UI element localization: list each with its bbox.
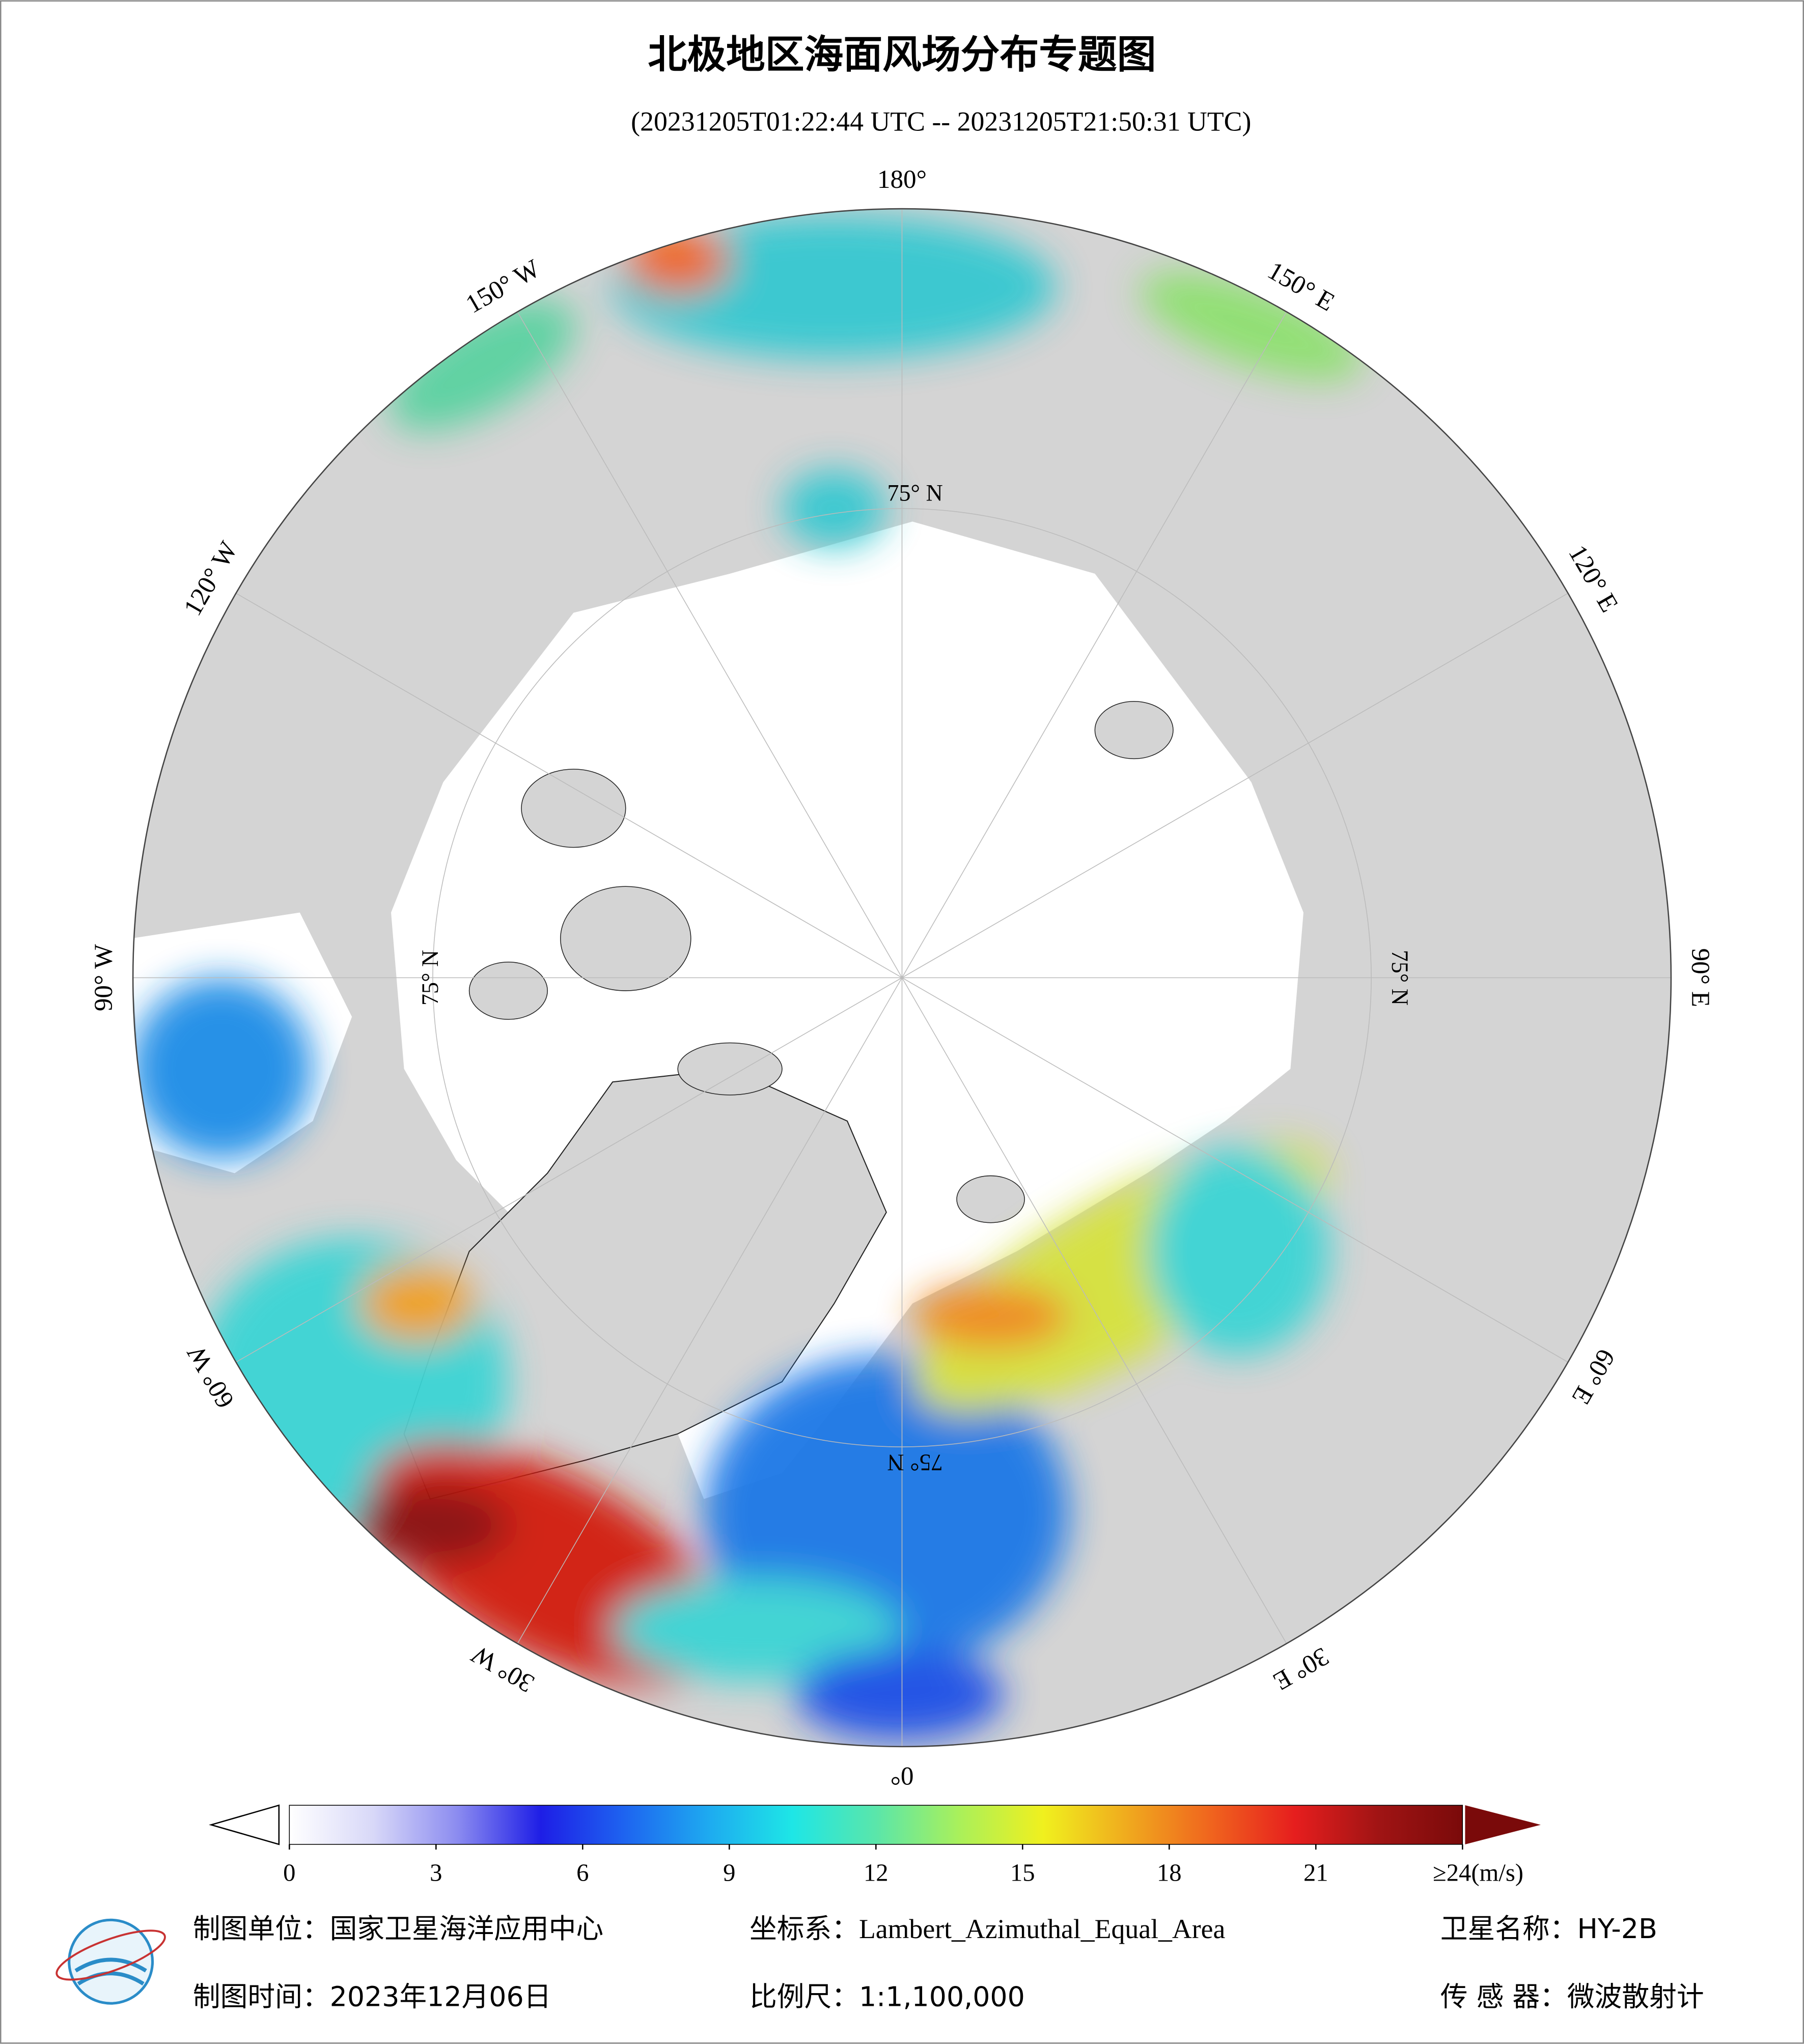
colorbar-tick-label: 15	[1010, 1859, 1035, 1887]
longitude-label: 0°	[890, 1761, 913, 1790]
graticule	[133, 209, 1671, 1747]
meridian	[901, 977, 1287, 1644]
footer-text: 传 感 器：微波散射计	[1440, 1980, 1704, 2012]
island	[521, 769, 626, 848]
colorbar-tick-label: 0	[283, 1859, 295, 1887]
colorbar-body	[289, 1805, 1463, 1845]
colorbar-tick-label: ≥24(m/s)	[1433, 1859, 1523, 1887]
latitude-label: 75° N	[1387, 950, 1413, 1005]
colorbar-tick-label: 3	[430, 1859, 442, 1887]
title: 北极地区海面风场分布专题图	[648, 33, 1156, 78]
wind-field	[133, 215, 1363, 1741]
meridian	[517, 977, 903, 1644]
footer-text: 比例尺：1:1,100,000	[750, 1980, 1025, 2012]
footer-text: 制图单位：国家卫星海洋应用中心	[193, 1913, 603, 1945]
meridian	[236, 977, 902, 1363]
greenland	[403, 1068, 887, 1500]
latitude-label: 75° N	[887, 480, 942, 506]
colorbar-under	[209, 1804, 280, 1845]
colorbar-tick-label: 21	[1303, 1859, 1328, 1887]
longitude-label: 90° W	[89, 944, 118, 1012]
footer-text: 坐标系：Lambert_Azimuthal_Equal_Area	[750, 1914, 1226, 1944]
island	[468, 961, 548, 1020]
footer-text: 制图时间：2023年12月06日	[193, 1980, 551, 2012]
latitude-label: 75° N	[417, 950, 443, 1005]
colorbar-tick-label: 12	[864, 1859, 889, 1887]
parallel	[432, 508, 1372, 1447]
footer-text: 卫星名称：HY-2B	[1440, 1913, 1657, 1945]
island	[1094, 701, 1174, 760]
svalbard	[956, 1175, 1025, 1223]
meridian	[236, 593, 902, 978]
colorbar-tick-label: 9	[723, 1859, 735, 1887]
island	[560, 886, 691, 991]
footer: 制图单位：国家卫星海洋应用中心 坐标系：Lambert_Azimuthal_Equ…	[193, 1913, 1704, 2012]
longitude-label: 90° E	[1686, 948, 1715, 1007]
meridian	[902, 977, 1568, 1363]
subtitle: (20231205T01:22:44 UTC -- 20231205T21:50…	[631, 106, 1251, 136]
latitude-label: 75° N	[887, 1449, 942, 1475]
longitude-label: 60° E	[1566, 1344, 1621, 1410]
longitude-label: 30° E	[1268, 1642, 1334, 1696]
island	[677, 1042, 783, 1096]
meridian	[517, 312, 903, 978]
colorbar: 0 3 6 9 12 15 18 21 ≥24(m/s)	[209, 1804, 1541, 1887]
meridian	[902, 593, 1568, 978]
longitude-label: 180°	[877, 165, 927, 194]
colorbar-tick-label: 6	[576, 1859, 589, 1887]
meridian	[901, 312, 1287, 978]
colorbar-tick-label: 18	[1157, 1859, 1182, 1887]
logo	[55, 1918, 166, 2005]
map-border	[132, 208, 1672, 1748]
colorbar-over	[1465, 1805, 1541, 1844]
